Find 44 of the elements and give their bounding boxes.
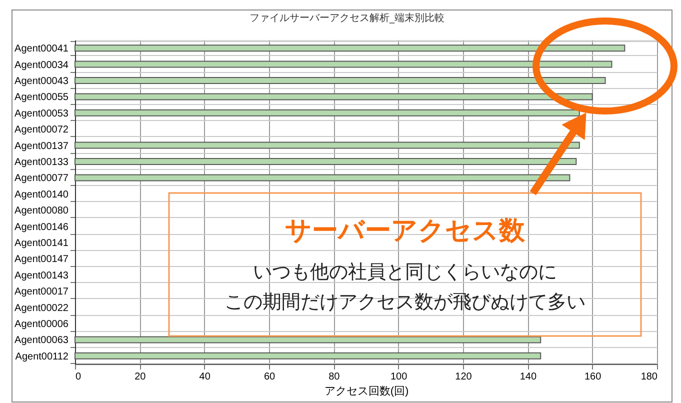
y-tick-label: Agent00055 bbox=[14, 92, 69, 104]
x-tick-label: 120 bbox=[455, 372, 472, 382]
y-tick-label: Agent00063 bbox=[14, 335, 69, 346]
annotation: サーバーアクセス数 bbox=[285, 216, 526, 246]
bar bbox=[74, 77, 606, 84]
bar bbox=[74, 174, 570, 182]
y-tick-label: Agent00143 bbox=[14, 270, 69, 282]
bar bbox=[74, 44, 626, 52]
bar bbox=[74, 352, 542, 360]
y-tick-label: Agent00072 bbox=[14, 124, 69, 136]
x-tick-label: 80 bbox=[328, 372, 340, 382]
x-tick-label: 140 bbox=[520, 372, 537, 382]
annotation: この期間だけアクセス数が飛びぬけて多い bbox=[224, 291, 586, 313]
annotation: いつも他の社員と同じくらいなのに bbox=[253, 261, 557, 283]
y-tick-label: Agent00147 bbox=[14, 254, 69, 266]
bar bbox=[74, 93, 593, 100]
x-axis-title: アクセス回数(回) bbox=[324, 386, 409, 398]
x-tick-label: 180 bbox=[640, 372, 658, 382]
y-tick-label: Agent00041 bbox=[14, 44, 69, 55]
y-tick-label: Agent00034 bbox=[14, 60, 69, 71]
y-tick-label: Agent00077 bbox=[14, 173, 69, 184]
chart-title: ファイルサーバーアクセス解析_端末別比較 bbox=[250, 12, 444, 24]
y-tick-label: Agent00017 bbox=[14, 286, 69, 298]
y-tick-label: Agent00080 bbox=[14, 206, 69, 217]
y-tick-label: Agent00146 bbox=[14, 222, 69, 233]
y-tick-label: Agent00006 bbox=[14, 319, 69, 330]
x-tick-label: 160 bbox=[584, 372, 602, 382]
x-tick-label: 40 bbox=[199, 372, 211, 382]
bar bbox=[74, 60, 612, 68]
y-tick-label: Agent00140 bbox=[14, 189, 69, 200]
y-tick-label: Agent00022 bbox=[14, 302, 69, 314]
y-tick-label: Agent00043 bbox=[14, 76, 69, 87]
y-tick-label: Agent00133 bbox=[14, 157, 69, 168]
x-tick-label: 60 bbox=[264, 372, 276, 382]
bar bbox=[74, 158, 577, 165]
y-tick-label: Agent00137 bbox=[14, 140, 69, 152]
x-tick-label: 20 bbox=[134, 372, 146, 382]
y-tick-label: Agent00053 bbox=[14, 108, 69, 120]
x-tick-label: 0 bbox=[76, 372, 82, 382]
x-tick-label: 100 bbox=[390, 372, 408, 382]
y-tick-label: Agent00112 bbox=[15, 351, 69, 362]
bar bbox=[74, 142, 580, 149]
bar bbox=[74, 109, 580, 116]
y-tick-label: Agent00141 bbox=[14, 238, 69, 249]
